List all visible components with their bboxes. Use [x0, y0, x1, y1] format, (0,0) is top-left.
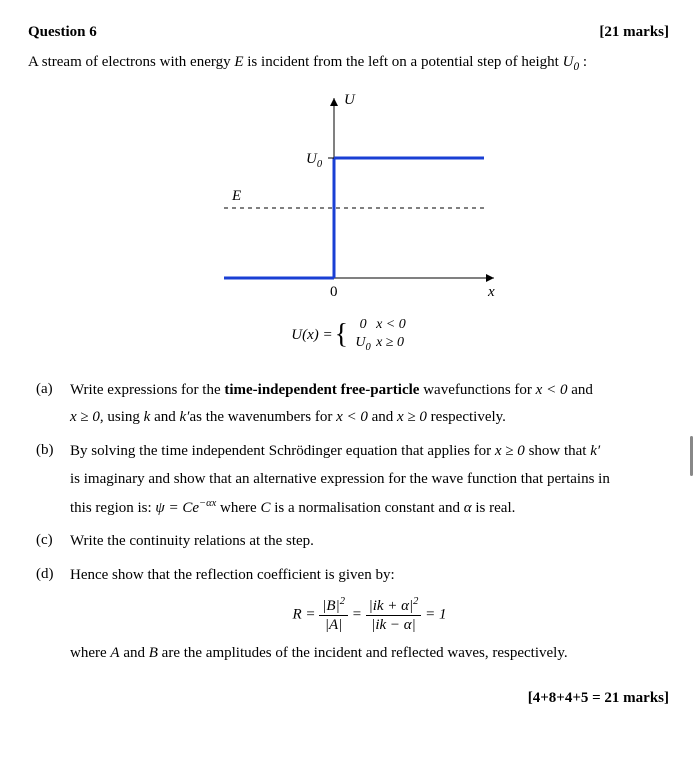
intro-frag: A stream of electrons with energy	[28, 54, 234, 70]
svg-text:U0: U0	[306, 151, 323, 170]
math-frag: x < 0	[536, 382, 568, 398]
text-frag: Write expressions for the	[70, 382, 224, 398]
svg-text:0: 0	[330, 284, 338, 300]
math-frag: k′	[590, 443, 600, 459]
text-frag: and	[368, 409, 397, 425]
eqn-frag: = 1	[421, 606, 446, 622]
svg-text:x: x	[487, 284, 495, 300]
case-val: U0	[350, 334, 376, 354]
math-frag: B	[149, 645, 158, 661]
bold-frag: time-independent free-particle	[224, 382, 419, 398]
math-frag: x ≥ 0	[70, 409, 100, 425]
text-frag: are the amplitudes of the incident and r…	[158, 645, 568, 661]
part-d: (d) Hence show that the reflection coeff…	[36, 562, 669, 668]
fraction: |ik + α|2|ik − α|	[366, 596, 422, 634]
math-frag: x ≥ 0	[397, 409, 427, 425]
piecewise-cases: 0 x < 0 U0 x ≥ 0	[350, 316, 406, 355]
marks-label: [21 marks]	[599, 20, 669, 44]
piecewise-lhs: U(x) =	[291, 323, 332, 347]
svg-text:U: U	[344, 92, 356, 108]
text-frag: show that	[525, 443, 590, 459]
fraction: |B|2|A|	[319, 596, 348, 634]
text-frag: By solving the time independent Schrödin…	[70, 443, 495, 459]
text-frag: and	[150, 409, 179, 425]
text-frag: respectively.	[427, 409, 506, 425]
text-frag: wavefunctions for	[419, 382, 535, 398]
piecewise-definition: U(x) = { 0 x < 0 U0 x ≥ 0	[28, 316, 669, 355]
part-a: (a) Write expressions for the time-indep…	[36, 377, 669, 433]
scrollbar-thumb[interactable]	[690, 436, 693, 476]
math-frag: x ≥ 0	[495, 443, 525, 459]
math-frag: ψ = Ce−αx	[155, 500, 216, 516]
part-body: Write expressions for the time-independe…	[70, 377, 669, 433]
case-val: 0	[350, 316, 376, 334]
text-frag: is imaginary and show that an alternativ…	[70, 471, 610, 487]
text-frag: is real.	[472, 500, 516, 516]
chart-svg: U U0 E 0 x	[184, 88, 514, 308]
part-b: (b) By solving the time independent Schr…	[36, 438, 669, 522]
reflection-eqn: R = |B|2|A| = |ik + α|2|ik − α| = 1	[70, 596, 669, 634]
math-frag: k′	[180, 409, 190, 425]
question-label: Question 6	[28, 20, 97, 44]
question-parts: (a) Write expressions for the time-indep…	[36, 377, 669, 668]
potential-step-chart: U U0 E 0 x	[28, 88, 669, 308]
symbol-U0: U0	[563, 54, 579, 70]
math-frag: A	[110, 645, 119, 661]
math-frag: x < 0	[336, 409, 368, 425]
eqn-frag: =	[348, 606, 366, 622]
math-frag: α	[464, 500, 472, 516]
text-frag: Hence show that the reflection coefficie…	[70, 567, 395, 583]
case-cond: x ≥ 0	[376, 334, 404, 354]
part-label: (d)	[36, 562, 70, 668]
intro-frag: :	[579, 54, 587, 70]
part-label: (a)	[36, 377, 70, 433]
case-cond: x < 0	[376, 316, 406, 334]
text-frag: where	[70, 645, 110, 661]
text-frag: and	[567, 382, 592, 398]
marks-breakdown: [4+8+4+5 = 21 marks]	[28, 686, 669, 710]
eqn-frag: R =	[292, 606, 319, 622]
text-frag: as the wavenumbers for	[189, 409, 336, 425]
question-header: Question 6 [21 marks]	[28, 20, 669, 44]
text-frag: and	[120, 645, 149, 661]
part-body: By solving the time independent Schrödin…	[70, 438, 669, 522]
intro-frag: is incident from the left on a potential…	[244, 54, 563, 70]
math-frag: C	[260, 500, 270, 516]
part-label: (b)	[36, 438, 70, 522]
text-frag: where	[216, 500, 260, 516]
intro-text: A stream of electrons with energy E is i…	[28, 50, 669, 76]
part-body: Hence show that the reflection coefficie…	[70, 562, 669, 668]
brace-icon: {	[335, 321, 348, 349]
symbol-E: E	[234, 54, 243, 70]
text-frag: this region is:	[70, 500, 155, 516]
text-frag: , using	[100, 409, 144, 425]
svg-text:E: E	[231, 188, 241, 204]
text-frag: Write the continuity relations at the st…	[70, 533, 314, 549]
text-frag: is a normalisation constant and	[270, 500, 463, 516]
part-c: (c) Write the continuity relations at th…	[36, 528, 669, 556]
part-body: Write the continuity relations at the st…	[70, 528, 669, 556]
part-label: (c)	[36, 528, 70, 556]
